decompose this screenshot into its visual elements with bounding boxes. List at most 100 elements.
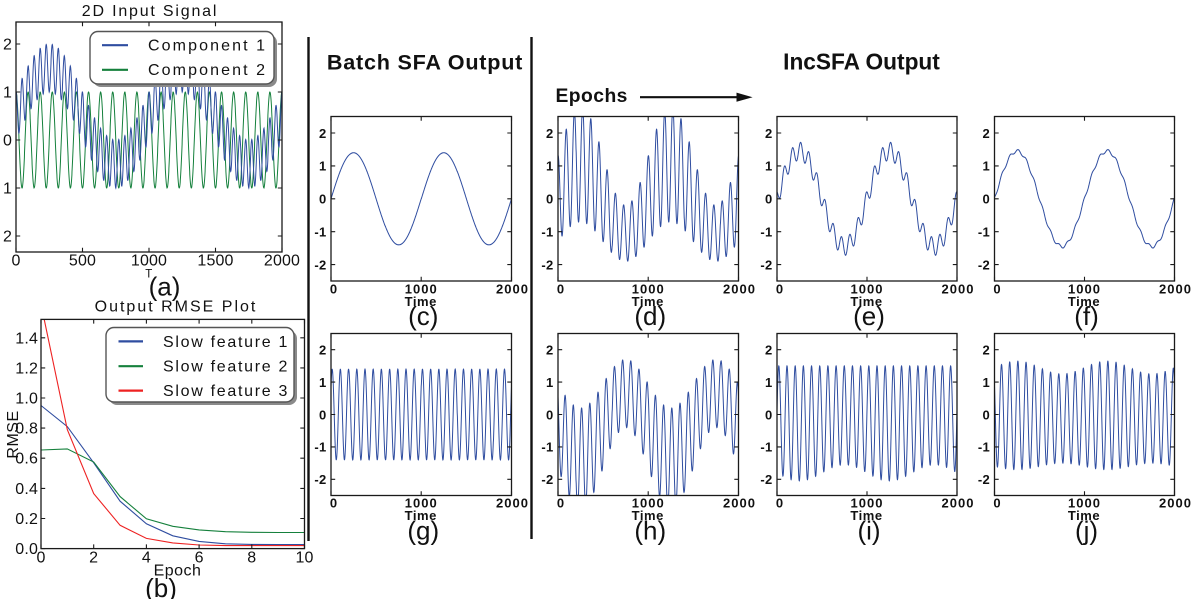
svg-text:IncSFA Output: IncSFA Output [783,49,940,75]
svg-text:0.6: 0.6 [15,451,38,468]
svg-text:0: 0 [36,550,45,567]
svg-text:1000: 1000 [405,282,438,297]
svg-text:T: T [145,269,152,281]
svg-text:8: 8 [247,550,256,567]
svg-text:-1: -1 [314,225,326,240]
svg-text:-1: -1 [541,440,553,455]
svg-text:6: 6 [195,550,204,567]
svg-text:Time: Time [1068,294,1100,309]
svg-text:10: 10 [295,550,313,567]
svg-text:(j): (j) [1075,516,1098,546]
svg-text:1000: 1000 [632,282,665,297]
svg-text:1000: 1000 [405,496,438,511]
svg-text:1.4: 1.4 [15,330,38,347]
svg-text:-1: -1 [541,225,553,240]
svg-text:Slow feature 1: Slow feature 1 [163,334,289,351]
svg-text:1: 1 [982,375,990,390]
svg-text:(g): (g) [407,516,439,546]
svg-text:(d): (d) [634,301,666,331]
svg-text:2000: 2000 [496,496,529,511]
svg-text:0: 0 [982,192,990,207]
svg-text:-2: -2 [978,257,990,272]
svg-text:0: 0 [557,282,565,297]
svg-text:2000: 2000 [723,496,756,511]
svg-text:0: 0 [982,407,990,422]
svg-text:1000: 1000 [1068,282,1101,297]
svg-text:1: 1 [765,375,773,390]
svg-text:-2: -2 [760,472,772,487]
svg-text:1: 1 [546,159,554,174]
svg-text:-2: -2 [541,257,553,272]
svg-text:2: 2 [319,343,327,358]
svg-text:2: 2 [546,126,554,141]
svg-text:1000: 1000 [131,253,167,270]
svg-text:-1: -1 [978,440,990,455]
svg-text:0: 0 [330,496,338,511]
svg-text:2000: 2000 [942,496,975,511]
svg-text:2: 2 [3,229,12,246]
svg-text:2: 2 [89,550,98,567]
svg-text:Epoch: Epoch [154,563,202,580]
svg-text:0: 0 [546,407,554,422]
svg-text:0: 0 [319,192,327,207]
svg-text:Slow feature 3: Slow feature 3 [163,383,289,400]
svg-text:1: 1 [765,159,773,174]
svg-text:2000: 2000 [264,253,300,270]
svg-text:1000: 1000 [851,496,884,511]
svg-text:-2: -2 [978,472,990,487]
svg-text:1: 1 [3,181,12,198]
svg-text:Slow feature 2: Slow feature 2 [163,359,289,376]
svg-text:1: 1 [319,159,327,174]
svg-text:Component 1: Component 1 [148,38,267,55]
svg-text:-1: -1 [760,440,772,455]
svg-text:(i): (i) [857,516,880,546]
svg-text:0: 0 [3,133,12,150]
svg-text:0: 0 [546,192,554,207]
svg-text:1000: 1000 [851,282,884,297]
svg-text:Time: Time [405,508,437,523]
svg-text:2: 2 [765,343,773,358]
svg-text:-1: -1 [978,225,990,240]
svg-text:0: 0 [557,496,565,511]
svg-text:(h): (h) [634,516,666,546]
svg-text:2: 2 [765,126,773,141]
svg-text:0.4: 0.4 [15,481,38,498]
svg-text:2D Input Signal: 2D Input Signal [82,3,218,20]
svg-text:Time: Time [632,294,664,309]
svg-text:0: 0 [993,496,1001,511]
svg-text:Time: Time [850,508,882,523]
svg-text:0: 0 [765,192,773,207]
svg-text:2000: 2000 [1159,496,1192,511]
svg-text:1: 1 [319,375,327,390]
svg-text:2000: 2000 [723,282,756,297]
svg-text:(b): (b) [145,573,177,599]
svg-text:500: 500 [69,253,96,270]
svg-text:0: 0 [776,282,784,297]
svg-text:0: 0 [319,407,327,422]
svg-text:1.2: 1.2 [15,360,38,377]
svg-text:1000: 1000 [1068,496,1101,511]
svg-text:Time: Time [632,508,664,523]
svg-text:2000: 2000 [942,282,975,297]
svg-text:-2: -2 [541,472,553,487]
svg-text:0.0: 0.0 [15,541,38,558]
svg-text:Epochs: Epochs [556,86,628,107]
svg-text:1: 1 [3,85,12,102]
svg-text:0: 0 [993,282,1001,297]
svg-text:Time: Time [850,294,882,309]
svg-text:(f): (f) [1074,301,1099,331]
svg-text:0: 0 [330,282,338,297]
svg-text:-1: -1 [760,225,772,240]
svg-text:-2: -2 [314,257,326,272]
svg-text:0.2: 0.2 [15,511,38,528]
svg-text:Component 2: Component 2 [148,62,267,79]
svg-text:-1: -1 [314,440,326,455]
svg-text:0: 0 [776,496,784,511]
svg-text:(c): (c) [408,301,438,331]
svg-text:0: 0 [11,253,20,270]
svg-text:1: 1 [546,375,554,390]
svg-text:2: 2 [319,126,327,141]
svg-text:1500: 1500 [197,253,233,270]
svg-text:-2: -2 [314,472,326,487]
svg-text:Time: Time [1068,508,1100,523]
